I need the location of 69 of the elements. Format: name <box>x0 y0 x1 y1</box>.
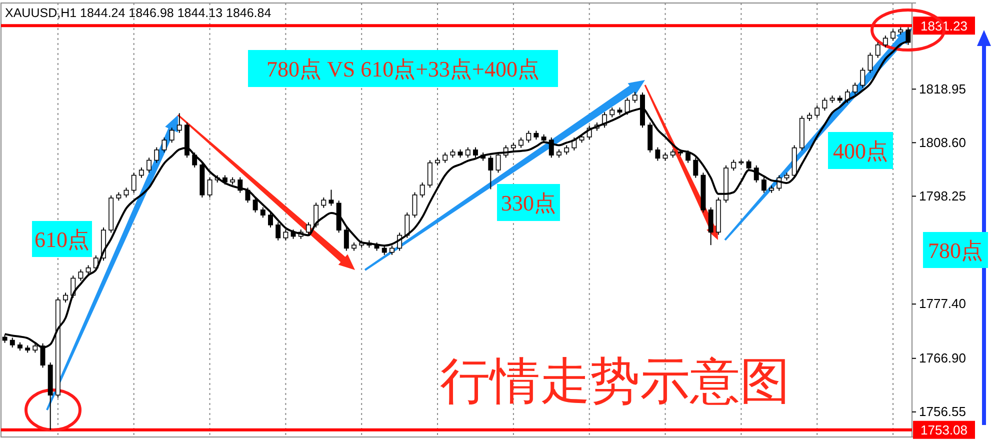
y-tick-label: 1766.90 <box>919 350 966 366</box>
candlestick <box>252 197 258 213</box>
annotation: 780点 VS 610点+33点+400点 <box>266 56 540 82</box>
candlestick <box>746 159 752 172</box>
candlestick <box>306 222 311 236</box>
candlestick <box>708 206 714 246</box>
candlestick <box>404 212 410 238</box>
text: 780点 <box>928 238 983 263</box>
candlestick <box>465 146 470 158</box>
candlestick <box>420 182 425 198</box>
candlestick <box>875 42 880 58</box>
annotation: 610点 <box>34 226 90 252</box>
ref-line-label: 1831.23 <box>920 18 968 34</box>
y-tick-label: 1777.40 <box>919 296 966 312</box>
candlestick <box>472 146 478 158</box>
annotation: 330点 <box>501 190 556 216</box>
candlestick <box>548 136 554 158</box>
candlestick <box>86 264 91 276</box>
y-tick-label: 1808.60 <box>919 134 966 150</box>
candlestick <box>389 245 394 256</box>
candlestick <box>852 82 858 96</box>
candlestick <box>686 150 691 164</box>
candlestick <box>131 172 136 194</box>
candlestick <box>496 152 501 174</box>
candlestick <box>124 187 129 198</box>
candlestick <box>268 212 273 228</box>
annotation: 行情走势示意图 <box>440 353 790 409</box>
chart-title: XAUUSD,H1 1844.24 1846.98 1844.13 1846.84 <box>5 6 272 20</box>
candlestick <box>146 157 152 174</box>
candlestick <box>526 130 532 144</box>
candlestick <box>610 106 615 118</box>
candlestick <box>382 245 387 256</box>
candlestick <box>321 197 326 208</box>
candlestick <box>890 28 896 42</box>
candlestick <box>564 144 570 156</box>
candlestick <box>169 127 174 144</box>
candlestick <box>260 206 266 218</box>
candlestick <box>624 97 630 116</box>
candlestick <box>442 152 448 164</box>
y-tick-label: 1756.55 <box>919 404 966 420</box>
candlestick <box>693 157 698 178</box>
candlestick <box>518 136 524 148</box>
candlestick <box>344 227 349 252</box>
candlestick <box>632 91 638 104</box>
candlestick <box>882 35 888 48</box>
candlestick <box>176 112 182 134</box>
candlestick <box>283 229 288 241</box>
candlestick <box>412 192 418 218</box>
candlestick <box>488 155 494 190</box>
candlestick <box>138 166 144 178</box>
ref-line-label: 1753.08 <box>920 422 968 438</box>
candlestick <box>761 176 766 194</box>
candlestick <box>731 159 736 172</box>
y-tick-label: 1818.95 <box>919 81 966 96</box>
annotation: 400点 <box>833 138 888 164</box>
candlestick <box>192 152 198 168</box>
candlestick <box>822 97 828 112</box>
candlestick <box>860 67 866 88</box>
candlestick <box>207 176 212 198</box>
candlestick <box>328 189 334 206</box>
candlestick <box>655 146 660 162</box>
y-tick-label: 1798.25 <box>919 188 966 204</box>
candlestick <box>276 222 281 241</box>
candlestick <box>63 292 68 304</box>
candlestick <box>427 160 432 188</box>
candlestick <box>814 104 820 118</box>
candlestick <box>78 268 84 282</box>
candlestick <box>154 146 160 164</box>
candlestick <box>162 136 167 153</box>
